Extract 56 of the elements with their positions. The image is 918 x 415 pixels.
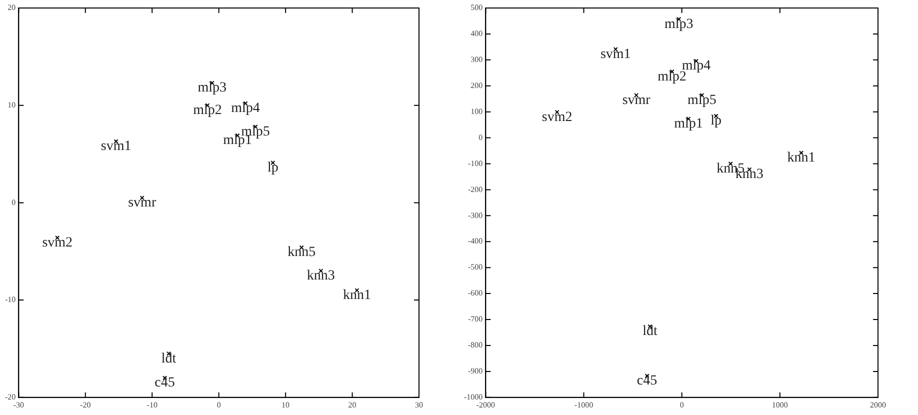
y-tick-label: -400 — [468, 236, 483, 246]
x-tick-label: 0 — [216, 400, 221, 410]
x-tick-label: 10 — [282, 400, 290, 410]
annotation: svm1 — [100, 139, 132, 154]
annotation: knn3 — [306, 268, 335, 284]
y-tick-label: 20 — [8, 3, 16, 12]
annotation: mlp3 — [664, 16, 694, 32]
y-tick-label: 0 — [12, 198, 16, 207]
annotation: mlp3 — [198, 80, 227, 96]
y-tick-label: 200 — [470, 80, 483, 90]
y-tick-label: 300 — [470, 55, 483, 64]
y-tick-label: -20 — [4, 392, 16, 402]
y-tick-label: 400 — [470, 29, 483, 38]
annotation: ldt — [642, 324, 658, 340]
x-tick-label: -2000 — [476, 400, 495, 410]
annotation: svm1 — [600, 46, 631, 62]
y-tick-label: -600 — [468, 288, 483, 298]
annotation: lp — [710, 114, 722, 129]
annotation: svmr — [622, 92, 651, 108]
x-tick-label: -10 — [146, 400, 158, 410]
x-tick-label: 30 — [415, 400, 423, 410]
y-tick-label: 500 — [470, 3, 483, 12]
y-tick-label: -100 — [468, 158, 483, 168]
x-tick-label: -1000 — [574, 400, 594, 410]
annotation: mlp1 — [674, 116, 703, 132]
y-tick-label: -700 — [468, 314, 483, 324]
point — [634, 92, 639, 98]
x-tick-label: 20 — [348, 400, 356, 410]
annotation: c45 — [154, 376, 175, 391]
y-tick-label: -10 — [4, 295, 16, 304]
x-tick-label: 2000 — [870, 400, 886, 410]
annotation: knn1 — [787, 150, 816, 166]
annotation: mlp2 — [193, 103, 222, 118]
annotation: ldt — [161, 351, 176, 366]
annotation: mlp4 — [231, 101, 260, 116]
y-tick-label: -900 — [468, 366, 483, 376]
annotation: svmr — [128, 196, 156, 211]
annotation: svm2 — [542, 110, 572, 125]
annotation: svm2 — [42, 235, 73, 250]
annotation: lp — [267, 160, 278, 176]
y-tick-label: 10 — [8, 100, 16, 110]
y-tick-label: -500 — [468, 262, 483, 272]
annotation: knn5 — [288, 245, 316, 260]
annotation: knn1 — [342, 288, 371, 303]
y-tick-label: -1000 — [464, 392, 483, 402]
annotation: c45 — [636, 374, 658, 389]
y-tick-label: 0 — [478, 132, 483, 142]
y-tick-label: -200 — [468, 184, 483, 194]
x-tick-label: 1000 — [772, 400, 788, 410]
x-tick-label: -30 — [13, 400, 24, 410]
annotation: mlp5 — [688, 92, 716, 108]
x-tick-label: -20 — [80, 400, 91, 410]
y-tick-label: 100 — [470, 106, 483, 116]
y-tick-label: -800 — [468, 340, 483, 350]
y-tick-label: -300 — [468, 210, 483, 220]
x-tick-label: 0 — [680, 400, 684, 410]
